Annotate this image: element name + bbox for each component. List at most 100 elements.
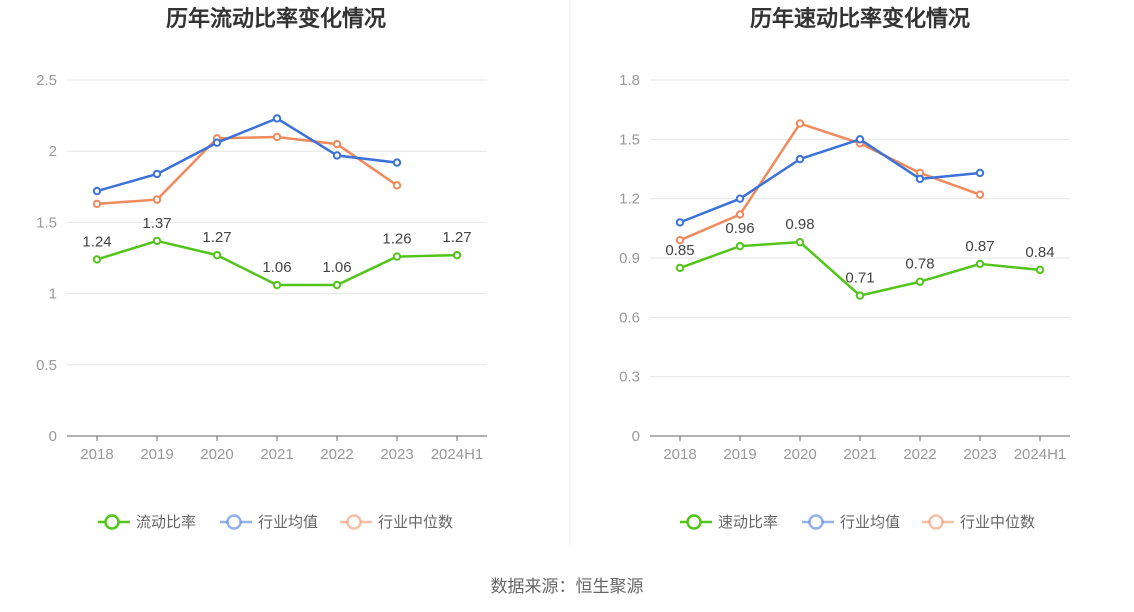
y-tick-label: 0.9 (619, 250, 640, 267)
data-label: 1.27 (202, 229, 231, 246)
data-label: 0.96 (725, 220, 754, 237)
data-point (915, 174, 925, 184)
data-point (92, 186, 102, 196)
data-point (915, 277, 925, 286)
y-tick-label: 0.6 (619, 309, 640, 326)
legend-marker-icon (808, 514, 824, 530)
y-tick-label: 1.8 (619, 72, 640, 89)
y-tick-label: 0.3 (619, 369, 640, 386)
current-ratio-chart: 历年流动比率变化情况 0 0.5 1 1.5 2 2.5 2018 2019 2020 2021 20… (36, 6, 487, 531)
data-point (795, 119, 805, 128)
y-tick-label: 1 (49, 286, 57, 303)
legend-label: 流动比率 (136, 514, 196, 531)
data-point (392, 181, 402, 190)
data-point (392, 158, 402, 167)
data-point (332, 139, 342, 149)
data-label: 1.27 (442, 229, 471, 246)
legend-item-0[interactable]: 流动比率 (98, 514, 196, 531)
x-tick-label: 2019 (140, 446, 173, 463)
x-tick-label: 2020 (783, 446, 816, 463)
series-line-1 (96, 117, 398, 193)
data-point (332, 280, 342, 290)
data-point (92, 199, 102, 209)
data-point (675, 218, 685, 227)
data-point (795, 154, 805, 164)
data-point (272, 280, 282, 290)
y-tick-label: 0 (49, 428, 57, 445)
x-tick-label: 2024H1 (431, 446, 484, 463)
data-point (735, 194, 745, 203)
legend-label: 速动比率 (718, 514, 778, 531)
data-label: 1.26 (382, 231, 411, 248)
data-point (675, 263, 685, 273)
data-point (735, 210, 745, 219)
data-label: 1.06 (262, 259, 291, 276)
data-point (975, 168, 985, 178)
y-tick-label: 1.5 (36, 214, 57, 231)
data-point (735, 241, 745, 251)
legend-marker-icon (226, 514, 242, 530)
data-point (975, 190, 985, 199)
data-label: 1.37 (142, 215, 171, 232)
data-point (272, 132, 282, 142)
data-point (392, 252, 402, 261)
data-point (152, 236, 162, 246)
x-tick-label: 2021 (260, 446, 293, 463)
legend-label: 行业中位数 (960, 514, 1035, 531)
data-point (272, 114, 282, 123)
x-tick-label: 2021 (843, 446, 876, 463)
data-label: 0.78 (905, 256, 934, 273)
data-point (452, 250, 462, 260)
data-point (92, 255, 102, 264)
data-point (152, 195, 162, 204)
legend-marker-icon (928, 514, 944, 530)
y-tick-label: 0 (632, 428, 640, 445)
data-point (212, 138, 222, 147)
data-label: 0.84 (1025, 244, 1054, 261)
data-point (212, 250, 222, 260)
data-point (975, 259, 985, 269)
data-point (152, 169, 162, 179)
chart-title: 历年速动比率变化情况 (750, 6, 970, 31)
series-line-1 (679, 138, 981, 224)
data-point (795, 237, 805, 247)
x-tick-label: 2018 (663, 446, 696, 463)
legend-label: 行业均值 (840, 514, 900, 531)
data-point (1035, 265, 1045, 275)
legend-item-2[interactable]: 行业中位数 (922, 514, 1035, 531)
data-source-note: 数据来源：恒生聚源 (491, 577, 644, 596)
x-tick-label: 2024H1 (1014, 446, 1067, 463)
x-tick-label: 2022 (320, 446, 353, 463)
data-point (675, 236, 685, 245)
x-tick-label: 2023 (380, 446, 413, 463)
data-point (855, 291, 865, 300)
data-label: 0.85 (665, 242, 694, 259)
chart-title: 历年流动比率变化情况 (166, 6, 386, 31)
legend-label: 行业中位数 (378, 514, 453, 531)
data-label: 0.71 (845, 270, 874, 287)
x-tick-label: 2019 (723, 446, 756, 463)
series-line-2 (679, 122, 981, 242)
legend-marker-icon (104, 514, 120, 530)
legend-item-0[interactable]: 速动比率 (680, 514, 778, 531)
data-label: 1.24 (82, 233, 111, 250)
data-label: 1.06 (322, 259, 351, 276)
x-tick-label: 2020 (200, 446, 233, 463)
legend-item-1[interactable]: 行业均值 (220, 514, 318, 531)
data-point (855, 135, 865, 144)
legend-marker-icon (346, 514, 362, 530)
legend-item-1[interactable]: 行业均值 (802, 514, 900, 531)
x-tick-label: 2023 (963, 446, 996, 463)
y-tick-label: 0.5 (36, 357, 57, 374)
data-point (332, 151, 342, 160)
data-label: 0.87 (965, 238, 994, 255)
series-line-2 (96, 135, 398, 206)
y-tick-label: 2 (49, 143, 57, 160)
y-tick-label: 1.5 (619, 131, 640, 148)
quick-ratio-chart: 历年速动比率变化情况 0 0.3 0.6 0.9 1.2 1.5 1.8 2018 2019 202… (619, 6, 1070, 531)
legend-item-2[interactable]: 行业中位数 (340, 514, 453, 531)
x-tick-label: 2018 (80, 446, 113, 463)
legend-label: 行业均值 (258, 514, 318, 531)
data-label: 0.98 (785, 216, 814, 233)
